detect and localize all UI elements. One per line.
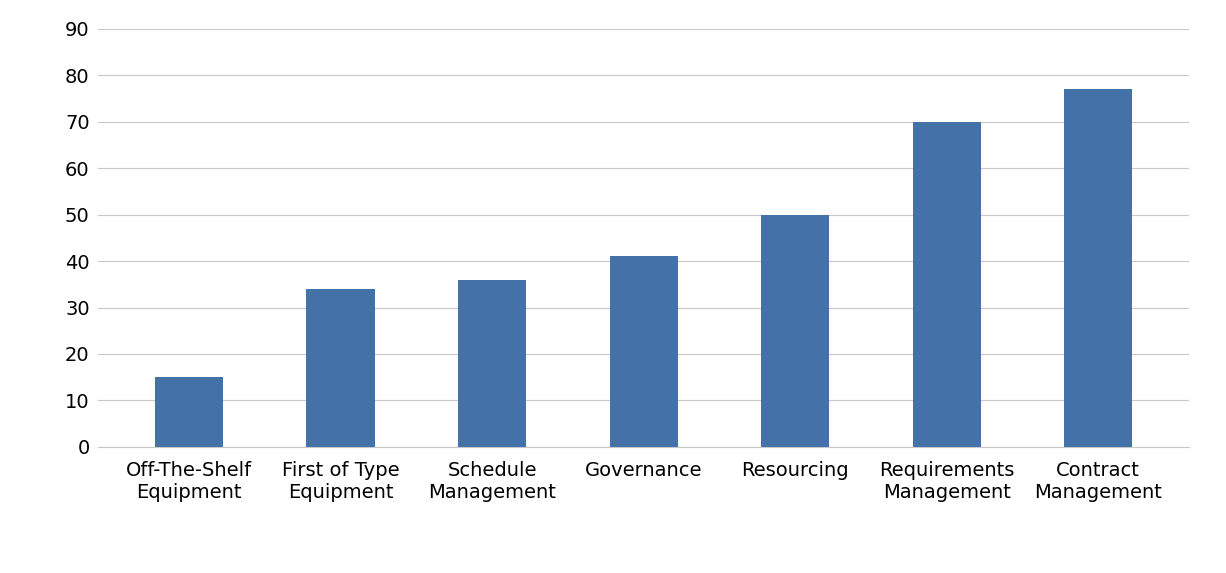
Bar — [912, 121, 981, 447]
Bar — [459, 280, 526, 447]
Bar — [609, 256, 678, 447]
Bar — [154, 377, 223, 447]
Bar — [761, 214, 829, 447]
Bar — [306, 289, 375, 447]
Bar — [1064, 89, 1133, 447]
